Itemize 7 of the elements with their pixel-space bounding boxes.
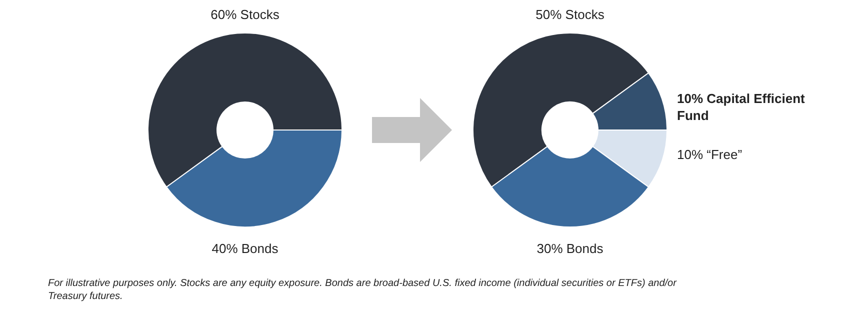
- slice-label: 50% Stocks: [536, 7, 605, 22]
- slice-label: 30% Bonds: [536, 241, 604, 256]
- slice-label: 10% Capital Efficient Fund: [677, 91, 806, 124]
- slice-label: 10% “Free”: [677, 146, 742, 162]
- text: For illustrative purposes only. Stocks are any equity exposure. Bonds are broad-based U.S. fixed income (individual securities or ETFs) and/or Treasury futures.: [48, 278, 678, 302]
- slice-label: 40% Bonds: [212, 241, 279, 256]
- slice-label: 60% Stocks: [210, 7, 280, 22]
